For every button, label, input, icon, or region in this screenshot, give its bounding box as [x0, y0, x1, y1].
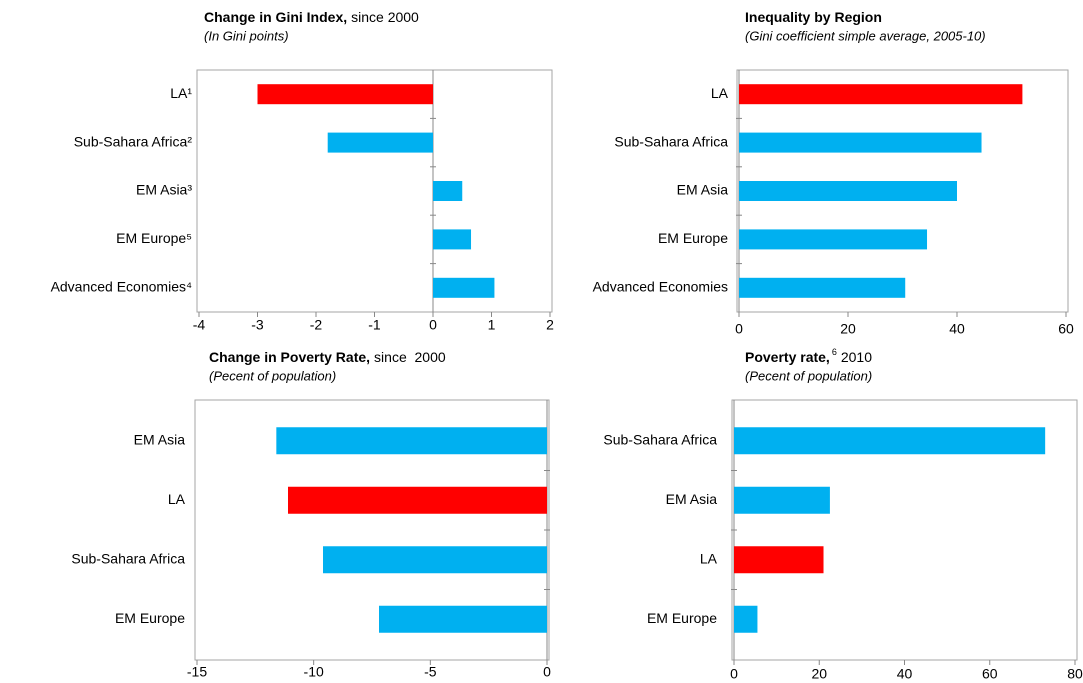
bar [739, 84, 1023, 105]
x-tick-label: 0 [429, 317, 437, 333]
bar [734, 427, 1046, 455]
title-main: Change in Poverty Rate, [209, 349, 370, 365]
x-tick-label: 40 [949, 321, 965, 337]
plot-border [196, 69, 553, 313]
x-tick-label: -5 [424, 664, 437, 680]
x-tick-label: 1 [488, 317, 496, 333]
bar [734, 605, 758, 633]
title-main: Change in Gini Index, [204, 9, 347, 25]
bar [433, 181, 463, 201]
title-note: since 2000 [374, 349, 446, 365]
chart-title: Poverty rate, 6 2010 [745, 347, 872, 364]
x-tick-label: -2 [310, 317, 323, 333]
title-main: Poverty rate, [745, 349, 830, 365]
bar [739, 132, 982, 153]
x-tick-label: 2 [546, 317, 554, 333]
category-label: EM Europe [658, 230, 728, 246]
x-tick-label: -1 [368, 317, 381, 333]
category-label: LA [711, 85, 729, 101]
category-label: EM Asia [666, 491, 718, 507]
x-tick-label: -3 [251, 317, 264, 333]
category-label: LA¹ [170, 85, 192, 101]
bar [739, 229, 928, 250]
chart-subtitle: (Gini coefficient simple average, 2005-1… [745, 28, 986, 43]
x-tick-label: 80 [1067, 666, 1083, 682]
chart-title: Inequality by Region [745, 9, 882, 25]
bar [734, 486, 830, 514]
bar [323, 546, 547, 574]
bar [327, 132, 433, 153]
chart-title: Change in Gini Index, since 2000 [204, 9, 419, 25]
chart-title: Change in Poverty Rate, since 2000 [209, 349, 446, 365]
category-label: Sub-Sahara Africa² [74, 133, 193, 149]
x-tick-label: 0 [543, 664, 551, 680]
category-label: EM Asia [677, 182, 729, 198]
chart-subtitle: (Pecent of population) [209, 368, 336, 383]
category-label: LA [700, 550, 718, 566]
x-tick-label: -15 [187, 664, 207, 680]
chart-subtitle: (Pecent of population) [745, 368, 872, 383]
bar [433, 229, 472, 250]
x-tick-label: 60 [1058, 321, 1074, 337]
category-label: Advanced Economies [593, 279, 728, 295]
plot-border [736, 69, 1069, 313]
title-note: since 2000 [351, 9, 419, 25]
chart-subtitle: (In Gini points) [204, 28, 289, 43]
x-tick-label: 0 [730, 666, 738, 682]
x-tick-label: -10 [304, 664, 324, 680]
category-label: EM Europe [647, 610, 717, 626]
x-tick-label: 0 [735, 321, 743, 337]
bar [379, 605, 547, 633]
category-label: Advanced Economies⁴ [51, 279, 192, 295]
category-label: EM Europe⁵ [116, 230, 192, 246]
title-footnote: 6 [832, 347, 837, 357]
bar [739, 277, 906, 298]
category-label: Sub-Sahara Africa [71, 550, 185, 566]
bar [433, 277, 495, 298]
category-label: Sub-Sahara Africa [614, 133, 728, 149]
title-note: 2010 [841, 349, 872, 365]
x-tick-label: 60 [982, 666, 998, 682]
title-main: Inequality by Region [745, 9, 882, 25]
bar [257, 84, 433, 105]
bar [288, 486, 547, 514]
x-tick-label: -4 [193, 317, 206, 333]
bar [734, 546, 824, 574]
bar [739, 181, 957, 201]
category-label: EM Asia [134, 431, 186, 447]
x-tick-label: 20 [840, 321, 856, 337]
category-label: Sub-Sahara Africa [603, 431, 717, 447]
category-label: LA [168, 491, 186, 507]
x-tick-label: 20 [811, 666, 827, 682]
x-tick-label: 40 [897, 666, 913, 682]
bar [276, 427, 547, 455]
category-label: EM Asia³ [136, 182, 192, 198]
category-label: EM Europe [115, 610, 185, 626]
